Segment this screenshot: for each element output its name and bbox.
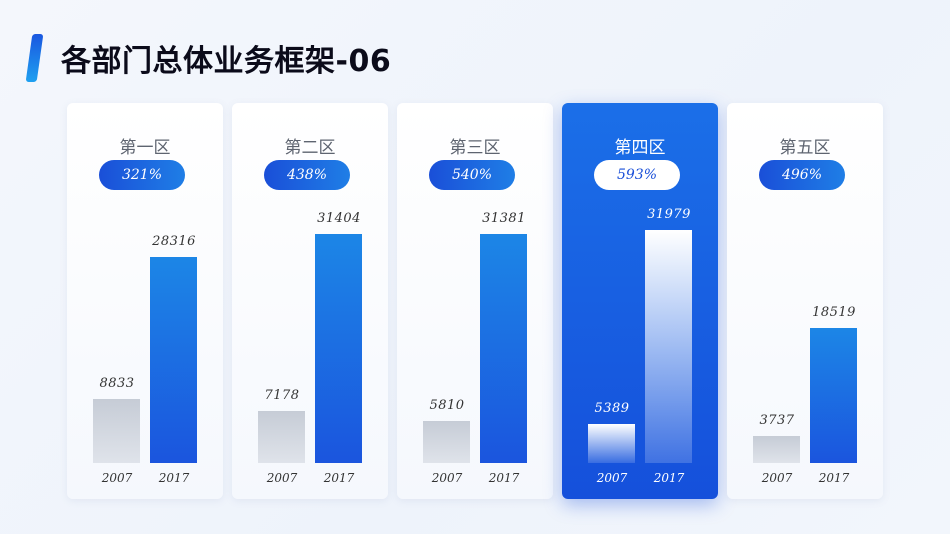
- bar-2007: [93, 399, 140, 463]
- page-title: 各部门总体业务框架-06: [61, 44, 392, 79]
- value-label: 8833: [99, 376, 135, 391]
- value-label: 31404: [317, 211, 361, 226]
- x-tick-label: 2017: [158, 471, 190, 485]
- bar-2007: [753, 436, 800, 463]
- growth-badge: 540%: [429, 160, 515, 190]
- bar-2017: [810, 328, 857, 463]
- title-accent-bar: [25, 34, 44, 82]
- x-tick-label: 2007: [431, 471, 463, 485]
- bar-2017: [150, 257, 197, 463]
- growth-badge: 593%: [594, 160, 680, 190]
- x-tick-label: 2007: [596, 471, 628, 485]
- region-name: 第五区: [779, 138, 831, 158]
- bar-2017: [480, 234, 527, 463]
- region-panel: 第二区 438% 7178 2007 31404 2017: [232, 103, 388, 499]
- value-label: 31381: [482, 211, 526, 226]
- value-label: 28316: [152, 234, 196, 249]
- x-tick-label: 2007: [101, 471, 133, 485]
- bar-2007: [258, 411, 305, 463]
- x-tick-label: 2017: [653, 471, 685, 485]
- region-panel: 第三区 540% 5810 2007 31381 2017: [397, 103, 553, 499]
- value-label: 5810: [429, 398, 465, 413]
- growth-badge: 496%: [759, 160, 845, 190]
- value-label: 18519: [812, 305, 856, 320]
- region-name: 第二区: [284, 138, 336, 158]
- region-panel: 第五区 496% 3737 2007 18519 2017: [727, 103, 883, 499]
- region-name: 第四区: [614, 138, 666, 158]
- region-panel: 第四区 593% 5389 2007 31979 2017: [562, 103, 718, 499]
- x-tick-label: 2017: [818, 471, 850, 485]
- value-label: 31979: [647, 207, 691, 222]
- x-tick-label: 2007: [266, 471, 298, 485]
- bar-2007: [423, 421, 470, 463]
- x-tick-label: 2017: [323, 471, 355, 485]
- growth-badge: 438%: [264, 160, 350, 190]
- x-tick-label: 2007: [761, 471, 793, 485]
- region-name: 第三区: [449, 138, 501, 158]
- x-tick-label: 2017: [488, 471, 520, 485]
- region-name: 第一区: [119, 138, 171, 158]
- bar-2017: [315, 234, 362, 463]
- region-panel: 第一区 321% 8833 2007 28316 2017: [67, 103, 223, 499]
- bar-2017: [645, 230, 692, 463]
- growth-badge: 321%: [99, 160, 185, 190]
- value-label: 7178: [264, 388, 300, 403]
- bar-2007: [588, 424, 635, 463]
- value-label: 3737: [759, 413, 795, 428]
- value-label: 5389: [594, 401, 630, 416]
